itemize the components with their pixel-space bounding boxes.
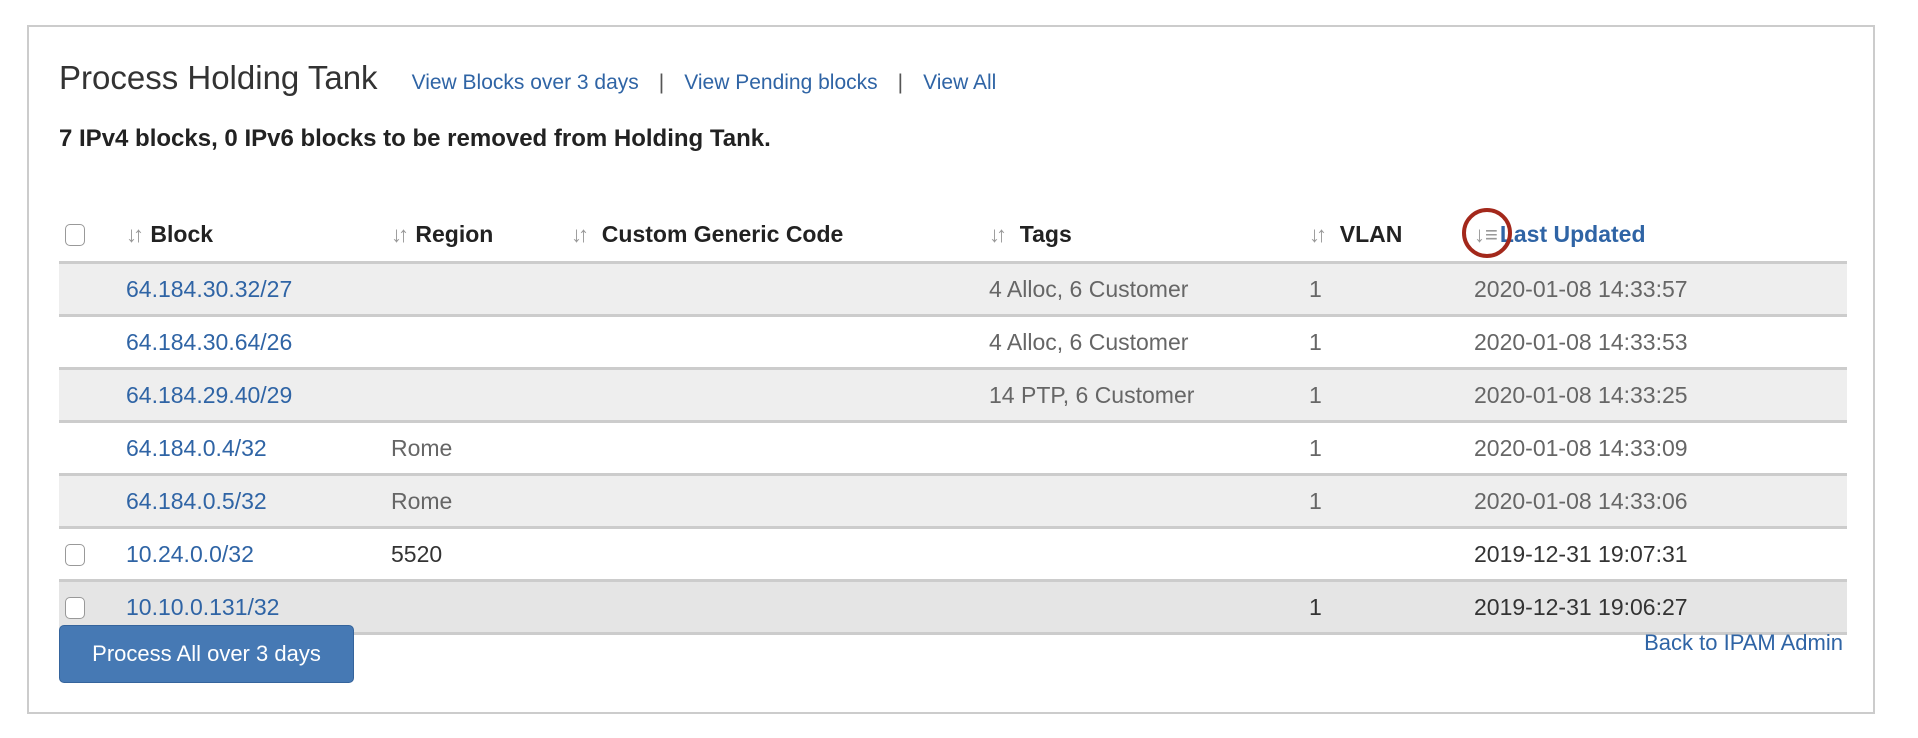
- vlan-cell: 1: [1309, 473, 1474, 528]
- table-row: 10.10.0.131/32 1 2019-12-31 19:06:27: [59, 579, 1847, 635]
- block-link[interactable]: 64.184.0.4/32: [126, 434, 267, 461]
- vlan-cell: 1: [1309, 314, 1474, 369]
- block-cell: 10.24.0.0/32: [126, 526, 391, 581]
- row-checkbox[interactable]: [65, 597, 85, 620]
- sort-both-icon[interactable]: ↓↑: [126, 221, 144, 247]
- code-cell: [571, 367, 989, 422]
- sort-both-icon[interactable]: ↓↑: [571, 221, 589, 247]
- column-header-tags[interactable]: ↓↑ Tags: [989, 220, 1072, 247]
- region-cell: [391, 367, 571, 422]
- block-link[interactable]: 64.184.0.5/32: [126, 487, 267, 514]
- view-blocks-over-3-days-link[interactable]: View Blocks over 3 days: [411, 71, 639, 94]
- block-cell: 64.184.30.32/27: [126, 261, 391, 316]
- region-cell: [391, 261, 571, 316]
- select-all-checkbox[interactable]: [65, 224, 85, 247]
- block-cell: 64.184.29.40/29: [126, 367, 391, 422]
- column-header-last-updated[interactable]: ↓≡ Last Updated: [1462, 207, 1847, 263]
- last-updated-cell: 2020-01-08 14:33:09: [1474, 420, 1847, 475]
- code-cell: [571, 526, 989, 581]
- column-header-block[interactable]: ↓↑ Block: [126, 220, 214, 247]
- last-updated-cell: 2020-01-08 14:33:06: [1474, 473, 1847, 528]
- sort-both-icon[interactable]: ↓↑: [391, 221, 409, 247]
- last-updated-sort-link[interactable]: Last Updated: [1499, 220, 1646, 247]
- column-header-custom-generic-code[interactable]: ↓↑ Custom Generic Code: [571, 220, 844, 247]
- sort-both-icon[interactable]: ↓↑: [989, 221, 1007, 247]
- select-cell: [59, 473, 126, 528]
- vlan-cell: 1: [1309, 261, 1474, 316]
- sort-both-icon[interactable]: ↓↑: [1309, 221, 1327, 247]
- back-to-ipam-admin-link[interactable]: Back to IPAM Admin: [1644, 630, 1843, 655]
- vlan-cell: 1: [1309, 367, 1474, 422]
- last-updated-cell: 2019-12-31 19:06:27: [1474, 579, 1847, 635]
- region-cell: [391, 314, 571, 369]
- block-link[interactable]: 10.10.0.131/32: [126, 593, 280, 620]
- table-row: 64.184.30.64/26 4 Alloc, 6 Customer 1 2020-…: [59, 314, 1847, 369]
- tags-cell: 4 Alloc, 6 Customer: [989, 314, 1309, 369]
- code-cell: [571, 579, 989, 635]
- view-all-link[interactable]: View All: [923, 71, 997, 94]
- table-row: 64.184.29.40/29 14 PTP, 6 Customer 1 2020-0…: [59, 367, 1847, 422]
- block-cell: 10.10.0.131/32: [126, 579, 391, 635]
- block-cell: 64.184.0.4/32: [126, 420, 391, 475]
- select-cell: [59, 261, 126, 316]
- process-all-button[interactable]: Process All over 3 days: [59, 625, 354, 683]
- select-cell: [59, 314, 126, 369]
- table-row: 64.184.0.5/32 Rome 1 2020-01-08 14:33:06: [59, 473, 1847, 528]
- summary-text: 7 IPv4 blocks, 0 IPv6 blocks to be remov…: [59, 125, 771, 152]
- code-cell: [571, 261, 989, 316]
- block-link[interactable]: 64.184.30.32/27: [126, 275, 293, 302]
- region-cell: Rome: [391, 420, 571, 475]
- separator: |: [897, 71, 904, 94]
- separator: |: [658, 71, 665, 94]
- tags-cell: [989, 526, 1309, 581]
- region-cell: [391, 579, 571, 635]
- block-link[interactable]: 64.184.30.64/26: [126, 328, 293, 355]
- tags-cell: [989, 420, 1309, 475]
- blocks-table: ↓↑ Block ↓↑ Region ↓↑ Custom Generic Cod…: [59, 207, 1847, 635]
- header: Process Holding Tank View Blocks over 3 …: [59, 59, 996, 97]
- sort-desc-icon[interactable]: ↓≡: [1462, 207, 1512, 258]
- tags-cell: [989, 473, 1309, 528]
- select-cell: [59, 367, 126, 422]
- code-cell: [571, 473, 989, 528]
- holding-tank-panel: Process Holding Tank View Blocks over 3 …: [27, 25, 1875, 714]
- table-row: 10.24.0.0/32 5520 2019-12-31 19:07:31: [59, 526, 1847, 581]
- table-row: 64.184.0.4/32 Rome 1 2020-01-08 14:33:09: [59, 420, 1847, 475]
- table-row: 64.184.30.32/27 4 Alloc, 6 Customer 1 2020-…: [59, 261, 1847, 316]
- last-updated-cell: 2020-01-08 14:33:25: [1474, 367, 1847, 422]
- tags-cell: [989, 579, 1309, 635]
- tags-cell: 4 Alloc, 6 Customer: [989, 261, 1309, 316]
- code-cell: [571, 420, 989, 475]
- code-cell: [571, 314, 989, 369]
- column-header-region[interactable]: ↓↑ Region: [391, 220, 494, 247]
- last-updated-cell: 2019-12-31 19:07:31: [1474, 526, 1847, 581]
- table-header-row: ↓↑ Block ↓↑ Region ↓↑ Custom Generic Cod…: [59, 207, 1847, 263]
- column-header-vlan[interactable]: ↓↑ VLAN: [1309, 220, 1403, 247]
- region-cell: 5520: [391, 526, 571, 581]
- region-cell: Rome: [391, 473, 571, 528]
- block-cell: 64.184.0.5/32: [126, 473, 391, 528]
- block-cell: 64.184.30.64/26: [126, 314, 391, 369]
- tags-cell: 14 PTP, 6 Customer: [989, 367, 1309, 422]
- row-checkbox[interactable]: [65, 544, 85, 567]
- highlight-ring: [1462, 207, 1512, 258]
- block-link[interactable]: 10.24.0.0/32: [126, 540, 254, 567]
- block-link[interactable]: 64.184.29.40/29: [126, 381, 293, 408]
- last-updated-cell: 2020-01-08 14:33:57: [1474, 261, 1847, 316]
- vlan-cell: [1309, 526, 1474, 581]
- vlan-cell: 1: [1309, 579, 1474, 635]
- vlan-cell: 1: [1309, 420, 1474, 475]
- last-updated-cell: 2020-01-08 14:33:53: [1474, 314, 1847, 369]
- select-cell: [59, 420, 126, 475]
- page-title: Process Holding Tank: [59, 59, 378, 96]
- view-pending-blocks-link[interactable]: View Pending blocks: [684, 71, 878, 94]
- select-cell: [59, 526, 126, 581]
